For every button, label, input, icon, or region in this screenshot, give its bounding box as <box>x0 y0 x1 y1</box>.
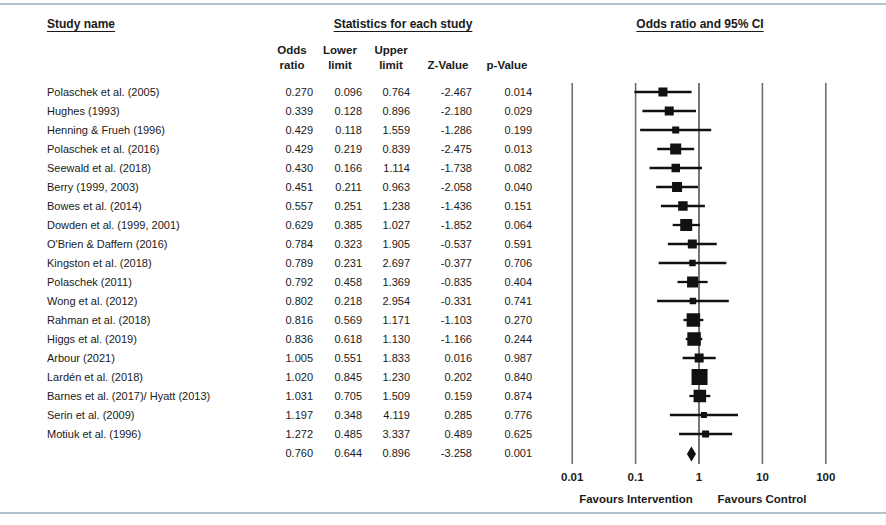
or-marker <box>687 277 698 288</box>
or-marker <box>692 369 708 385</box>
axis-tick-1: 1 <box>696 471 702 483</box>
or-marker <box>658 88 667 97</box>
or-marker <box>672 182 682 192</box>
or-marker <box>670 144 681 155</box>
or-marker <box>672 127 679 134</box>
or-marker <box>689 260 696 267</box>
or-marker <box>694 390 707 403</box>
or-marker <box>680 219 692 231</box>
or-marker <box>701 412 707 418</box>
or-marker <box>687 313 701 327</box>
or-marker <box>702 431 709 438</box>
axis-tick-10: 10 <box>756 471 769 483</box>
favours-control-label: Favours Control <box>718 493 807 505</box>
axis-tick-0.1: 0.1 <box>628 471 644 483</box>
forest-plot-figure: Study name Statistics for each study Odd… <box>0 0 886 525</box>
or-marker <box>690 298 697 305</box>
favours-intervention-label: Favours Intervention <box>579 493 693 505</box>
or-marker <box>695 354 704 363</box>
or-marker <box>678 201 688 211</box>
or-marker <box>665 107 674 116</box>
or-marker <box>687 332 701 346</box>
axis-tick-0.01: 0.01 <box>561 471 583 483</box>
or-marker <box>672 164 681 173</box>
axis-tick-100: 100 <box>816 471 835 483</box>
or-marker <box>688 240 697 249</box>
summary-diamond <box>687 447 696 462</box>
forest-plot-svg <box>0 0 886 525</box>
